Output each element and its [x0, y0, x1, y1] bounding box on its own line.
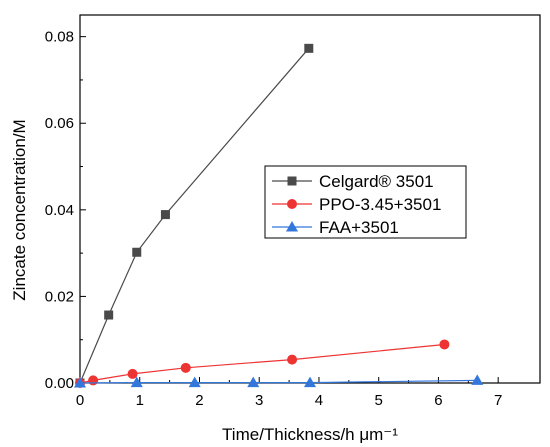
legend-label-celgard: Celgard® 3501	[319, 172, 434, 191]
data-point-celgard	[160, 210, 170, 220]
data-point-celgard	[304, 43, 314, 53]
legend: Celgard® 3501 PPO-3.45+3501 FAA+3501	[264, 165, 467, 239]
data-point-faa	[247, 376, 260, 388]
series-ppo	[75, 339, 450, 388]
legend-marker-faa	[286, 221, 298, 232]
x-tick-label: 7	[494, 392, 502, 409]
data-point-faa	[188, 376, 201, 388]
data-point-faa	[304, 376, 316, 388]
x-tick-label: 2	[195, 392, 203, 409]
data-point-celgard	[132, 247, 142, 257]
x-tick-label: 4	[315, 392, 323, 409]
legend-label-faa: FAA+3501	[319, 218, 399, 237]
x-tick-label: 6	[434, 392, 442, 409]
y-axis-label: Zincate concentration/M	[10, 119, 29, 300]
x-tick-label: 3	[255, 392, 263, 409]
data-point-ppo	[439, 339, 450, 350]
x-tick-label: 5	[375, 392, 383, 409]
data-point-faa	[471, 374, 484, 385]
y-tick-label: 0.08	[45, 29, 74, 46]
data-point-celgard	[104, 310, 114, 320]
y-tick-label: 0.06	[45, 115, 74, 132]
x-tick-label: 1	[136, 392, 144, 409]
y-tick-label: 0.00	[45, 375, 74, 392]
legend-marker-celgard	[287, 176, 297, 186]
series-line-faa	[79, 379, 478, 384]
data-point-faa	[74, 377, 86, 388]
series-layer	[74, 43, 484, 388]
series-faa	[74, 374, 484, 388]
legend-items	[272, 176, 312, 232]
data-point-ppo	[127, 368, 138, 379]
x-tick-label: 0	[76, 392, 84, 409]
y-tick-label: 0.02	[45, 288, 74, 305]
data-point-faa	[130, 376, 143, 388]
data-point-ppo	[287, 354, 298, 365]
x-axis-label: Time/Thickness/h μm⁻¹	[222, 425, 398, 444]
data-point-ppo	[180, 362, 191, 373]
y-tick-label: 0.04	[45, 202, 74, 219]
legend-box	[264, 165, 467, 239]
legend-label-ppo: PPO-3.45+3501	[319, 195, 441, 214]
data-point-ppo	[88, 375, 99, 386]
legend-marker-ppo	[287, 199, 297, 209]
ticks: 0 1 2 3 4 5 6 7 0.00 0.02 0.04 0.06 0.08	[45, 29, 503, 409]
